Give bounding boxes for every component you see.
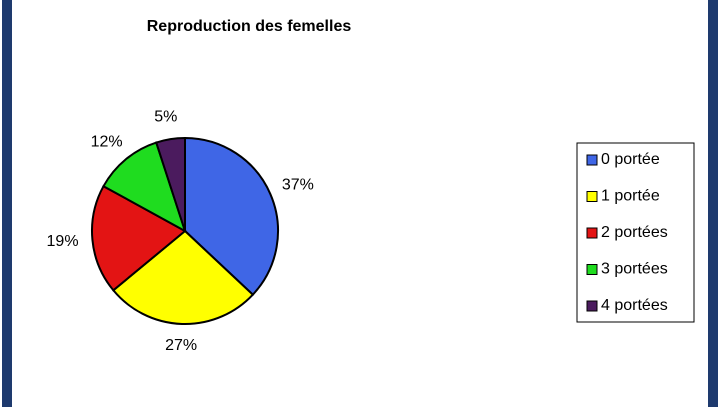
legend-label: 2 portées [601,224,668,241]
chart-title: Reproduction des femelles [147,18,352,35]
pie-slice [102,141,187,234]
frame-right [708,0,718,407]
pie-slice [184,136,279,297]
legend-label: 4 portées [601,297,668,314]
legend-swatch [586,300,598,312]
legend-label: 0 portée [601,151,660,168]
legend-swatch [586,191,598,202]
data-label: 37% [282,177,314,194]
data-label: 27% [165,337,197,354]
frame-left [2,0,12,407]
data-label: 19% [47,233,79,250]
legend-swatch [586,154,598,166]
data-label: 12% [91,134,123,151]
pie-slice [91,184,187,292]
legend-label: 1 portée [601,188,660,205]
pie-slice [155,136,186,232]
pie-slice [111,229,255,325]
legend-swatch [586,264,598,275]
data-label: 5% [154,109,177,126]
legend-label: 3 portées [601,261,668,278]
legend-swatch [586,227,598,239]
